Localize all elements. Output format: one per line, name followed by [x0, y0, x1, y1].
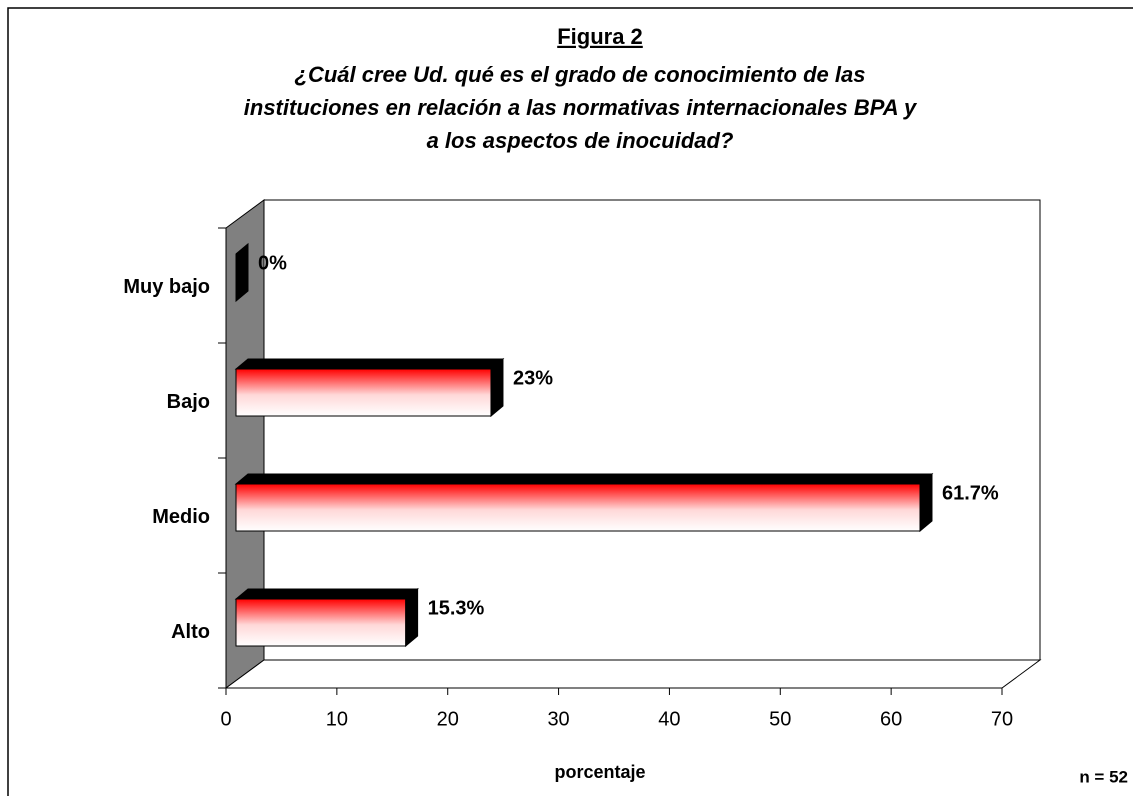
x-tick-label: 50 [769, 708, 791, 730]
annotation: n = 52 [1079, 767, 1128, 786]
y-tick-label: Alto [171, 621, 210, 643]
x-tick-label: 10 [326, 708, 348, 730]
x-axis-label: porcentaje [554, 762, 645, 782]
y-tick-label: Bajo [167, 391, 210, 413]
data-label: 61.7% [942, 482, 999, 504]
bar-side [919, 472, 933, 533]
x-tick-label: 60 [880, 708, 902, 730]
chart-subtitle: ¿Cuál cree Ud. qué es el grado de conoci… [295, 62, 866, 87]
bar [235, 598, 407, 647]
bar-side [490, 357, 504, 418]
bar-side [405, 587, 419, 648]
x-tick-label: 40 [658, 708, 680, 730]
chart-title: Figura 2 [557, 24, 643, 49]
y-tick-label: Muy bajo [123, 276, 210, 298]
bar-top [234, 358, 505, 370]
frame [7, 7, 1133, 796]
x-tick-label: 30 [547, 708, 569, 730]
floor [224, 659, 1042, 689]
data-label: 0% [258, 252, 287, 274]
x-tick-label: 70 [991, 708, 1013, 730]
chart-subtitle: a los aspectos de inocuidad? [427, 128, 734, 153]
data-label: 15.3% [428, 597, 485, 619]
bar [235, 368, 492, 417]
bar-side [235, 242, 249, 303]
x-tick-label: 0 [220, 708, 231, 730]
chart-subtitle: instituciones en relación a las normativ… [244, 95, 918, 120]
y-tick-label: Medio [152, 506, 210, 528]
bar-top [234, 473, 934, 485]
bar-top [234, 588, 419, 600]
data-label: 23% [513, 367, 553, 389]
back-wall [263, 199, 1041, 661]
bar [235, 483, 921, 532]
x-tick-label: 20 [437, 708, 459, 730]
